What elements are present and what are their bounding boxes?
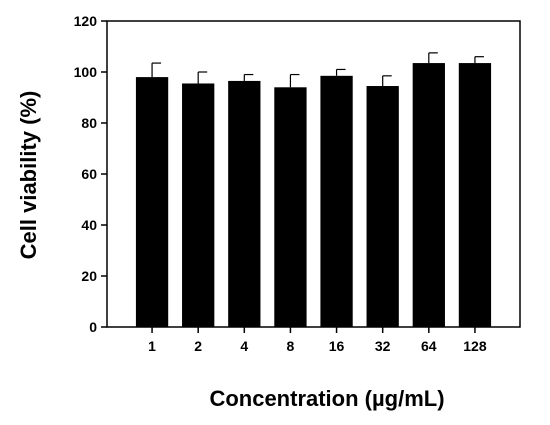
y-tick-label: 100 (74, 64, 98, 80)
x-tick-label: 8 (287, 338, 295, 354)
x-tick-label: 32 (375, 338, 391, 354)
x-tick-label: 128 (463, 338, 487, 354)
y-tick-label: 0 (89, 319, 97, 335)
plot-area: 0 20 40 60 80 100 120 1 2 4 8 16 32 64 128 (74, 13, 521, 354)
y-tick-label: 20 (81, 268, 97, 284)
x-tick-label: 2 (194, 338, 202, 354)
plot-frame (106, 20, 521, 328)
y-axis-title: Cell viability (%) (16, 91, 41, 260)
y-tick-label: 80 (81, 115, 97, 131)
bar (412, 63, 445, 327)
y-tick-label: 40 (81, 217, 97, 233)
y-tick-label: 60 (81, 166, 97, 182)
bar (320, 75, 353, 327)
x-tick-label: 4 (240, 338, 248, 354)
x-tick-label: 16 (329, 338, 345, 354)
bar (274, 87, 307, 327)
bar (458, 63, 492, 327)
y-tick-label: 120 (74, 13, 98, 29)
x-axis-title: Concentration (µg/mL) (209, 386, 444, 411)
bar (135, 77, 169, 327)
bar (182, 83, 215, 327)
x-tick-label: 1 (148, 338, 156, 354)
bar (366, 86, 399, 328)
x-tick-label: 64 (421, 338, 437, 354)
bar (228, 80, 261, 327)
